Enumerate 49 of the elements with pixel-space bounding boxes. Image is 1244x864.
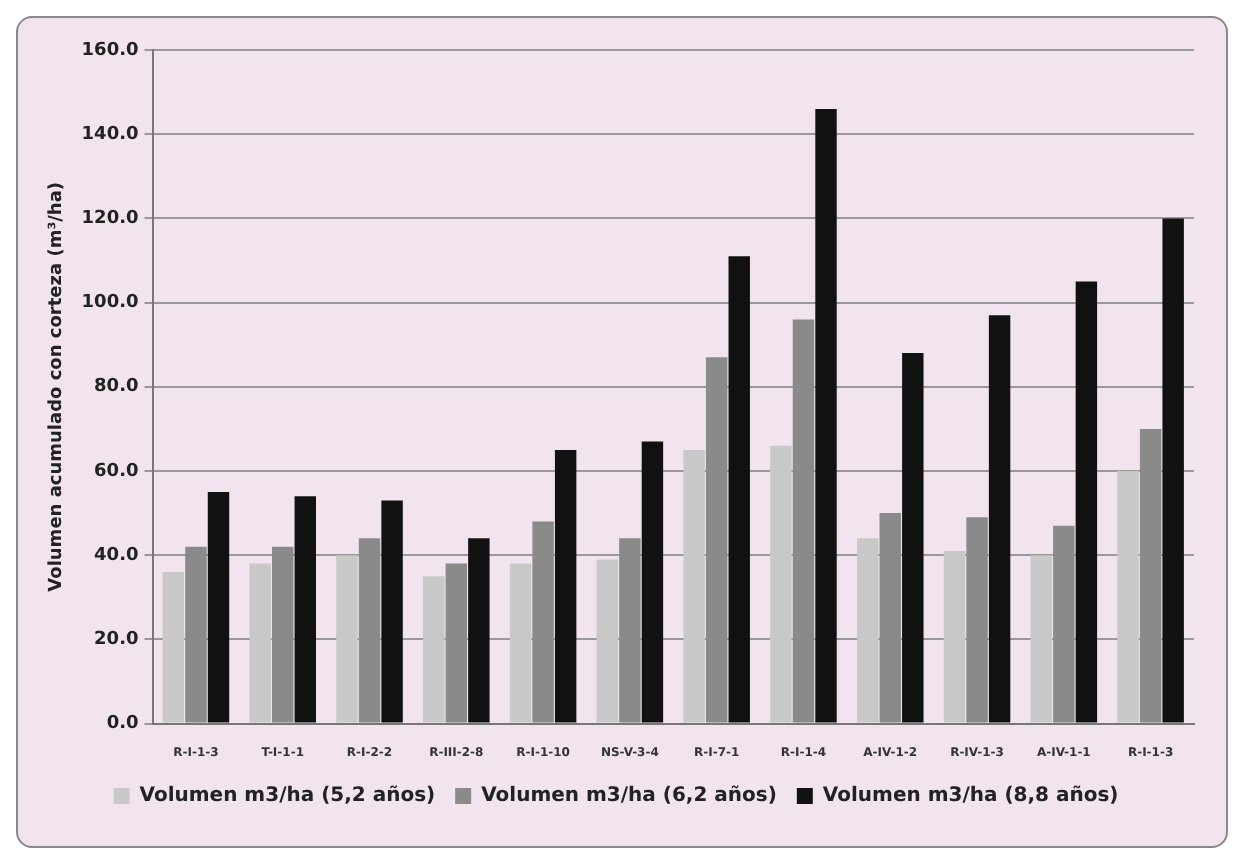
bar <box>445 563 468 723</box>
bar <box>815 108 837 723</box>
bar <box>468 538 490 723</box>
bar <box>619 538 641 723</box>
bar <box>902 353 924 723</box>
bar <box>966 517 988 723</box>
bar <box>856 538 879 723</box>
bar <box>554 449 577 723</box>
bar <box>770 445 792 723</box>
bar <box>336 555 358 723</box>
bar <box>358 538 381 723</box>
bar <box>509 563 532 723</box>
y-tick-label: 120.0 <box>81 209 139 230</box>
y-tick-label: 100.0 <box>81 293 139 314</box>
bar <box>705 357 728 723</box>
bar <box>1139 428 1162 723</box>
bar <box>641 441 664 723</box>
bar <box>879 513 901 723</box>
bar <box>1162 218 1184 723</box>
bar <box>1075 281 1098 723</box>
bar <box>943 550 966 723</box>
bar <box>162 572 185 723</box>
bar <box>988 315 1011 723</box>
bar <box>532 521 554 723</box>
bar <box>423 576 445 723</box>
legend-label: Volumen m3/ha (8,8 años) <box>822 785 1119 808</box>
legend-label: Volumen m3/ha (6,2 años) <box>481 785 777 808</box>
y-tick-label: 20.0 <box>94 630 139 651</box>
bar <box>185 546 207 723</box>
bar <box>272 546 294 723</box>
bar <box>249 563 271 723</box>
y-tick-label: 0.0 <box>106 714 139 735</box>
y-tick-label: 60.0 <box>94 461 139 482</box>
y-tick-label: 140.0 <box>81 124 139 145</box>
bar <box>728 256 750 723</box>
bar <box>1117 471 1139 723</box>
y-tick-label: 80.0 <box>94 377 139 398</box>
bar <box>1053 525 1075 723</box>
bar <box>1030 555 1052 723</box>
bar <box>381 500 403 723</box>
bar <box>683 449 705 723</box>
y-axis-title: Volumen acumulado con corteza (m³/ha) <box>47 181 68 592</box>
bar <box>596 559 619 723</box>
y-tick-label: 160.0 <box>81 40 139 61</box>
bar <box>207 492 230 723</box>
bar <box>294 496 316 723</box>
bar <box>792 319 815 723</box>
y-tick-label: 40.0 <box>94 545 139 566</box>
legend-label: Volumen m3/ha (5,2 años) <box>139 785 436 808</box>
